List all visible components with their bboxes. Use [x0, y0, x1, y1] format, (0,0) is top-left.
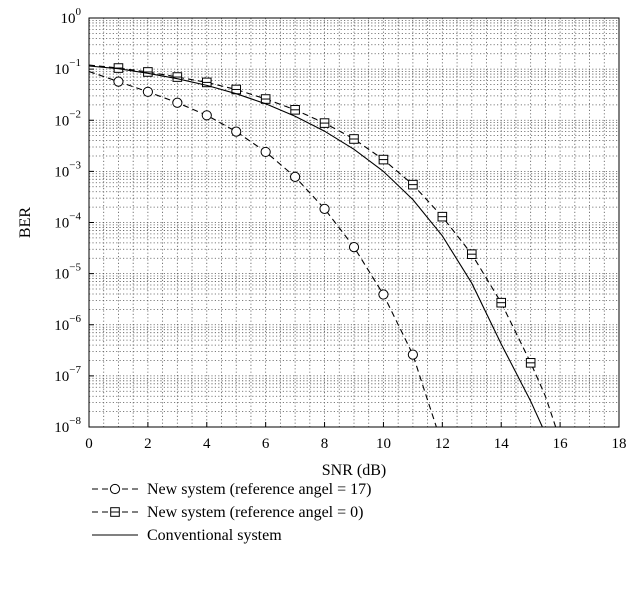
- legend-label-3: Conventional system: [147, 527, 282, 544]
- series-1-point: [113, 76, 124, 87]
- series-layer: [89, 63, 557, 427]
- y-tick-label: 10−5: [54, 262, 81, 283]
- legend-label-2: New system (reference angel = 0): [147, 504, 363, 521]
- y-tick-label: 10−1: [54, 57, 81, 78]
- series-line-3: [89, 65, 543, 427]
- x-tick-label: 4: [203, 436, 211, 452]
- series-1-point: [407, 349, 418, 360]
- x-tick-label: 12: [435, 436, 450, 452]
- y-tick-label: 10−6: [54, 313, 81, 334]
- legend-marker-1: [109, 483, 121, 495]
- series-line-1: [89, 70, 437, 427]
- grid: [89, 18, 619, 427]
- x-tick-label: 6: [262, 436, 270, 452]
- series-1-point: [142, 86, 153, 97]
- series-1-point: [348, 242, 360, 253]
- series-1-point: [260, 146, 271, 158]
- series-1-point: [290, 171, 301, 182]
- x-tick-label: 2: [144, 436, 152, 452]
- x-tick-label: 16: [553, 436, 569, 452]
- y-tick-label: 10−7: [54, 364, 81, 385]
- series-1-point: [378, 289, 389, 300]
- y-tick-label: 100: [61, 6, 82, 27]
- series-group: [89, 63, 557, 427]
- series-line-2: [89, 64, 557, 427]
- x-axis-label: SNR (dB): [322, 462, 386, 479]
- y-tick-label: 10−8: [54, 415, 81, 436]
- series-1-point: [319, 203, 330, 214]
- x-tick-label: 18: [612, 436, 627, 452]
- x-tick-label: 10: [376, 436, 391, 452]
- series-1-point: [201, 110, 212, 121]
- y-tick-label: 10−2: [54, 108, 81, 129]
- x-tick-label: 8: [321, 436, 329, 452]
- y-tick-label: 10−3: [54, 159, 81, 180]
- x-tick-label: 0: [85, 436, 93, 452]
- legend-label-1: New system (reference angel = 17): [147, 481, 371, 498]
- legend: New system (reference angel = 17) New sys…: [92, 481, 371, 544]
- y-tick-label: 10−4: [54, 211, 81, 232]
- y-axis-label: BER: [17, 207, 34, 238]
- series-1-point: [172, 97, 183, 108]
- x-tick-label: 14: [494, 436, 510, 452]
- ticks: 0 2 4 6 8 10 12 14 16 18 10−8 10−7 10−6 10−5 10−4 10−3 1…: [54, 6, 626, 452]
- series-1-point: [231, 126, 242, 137]
